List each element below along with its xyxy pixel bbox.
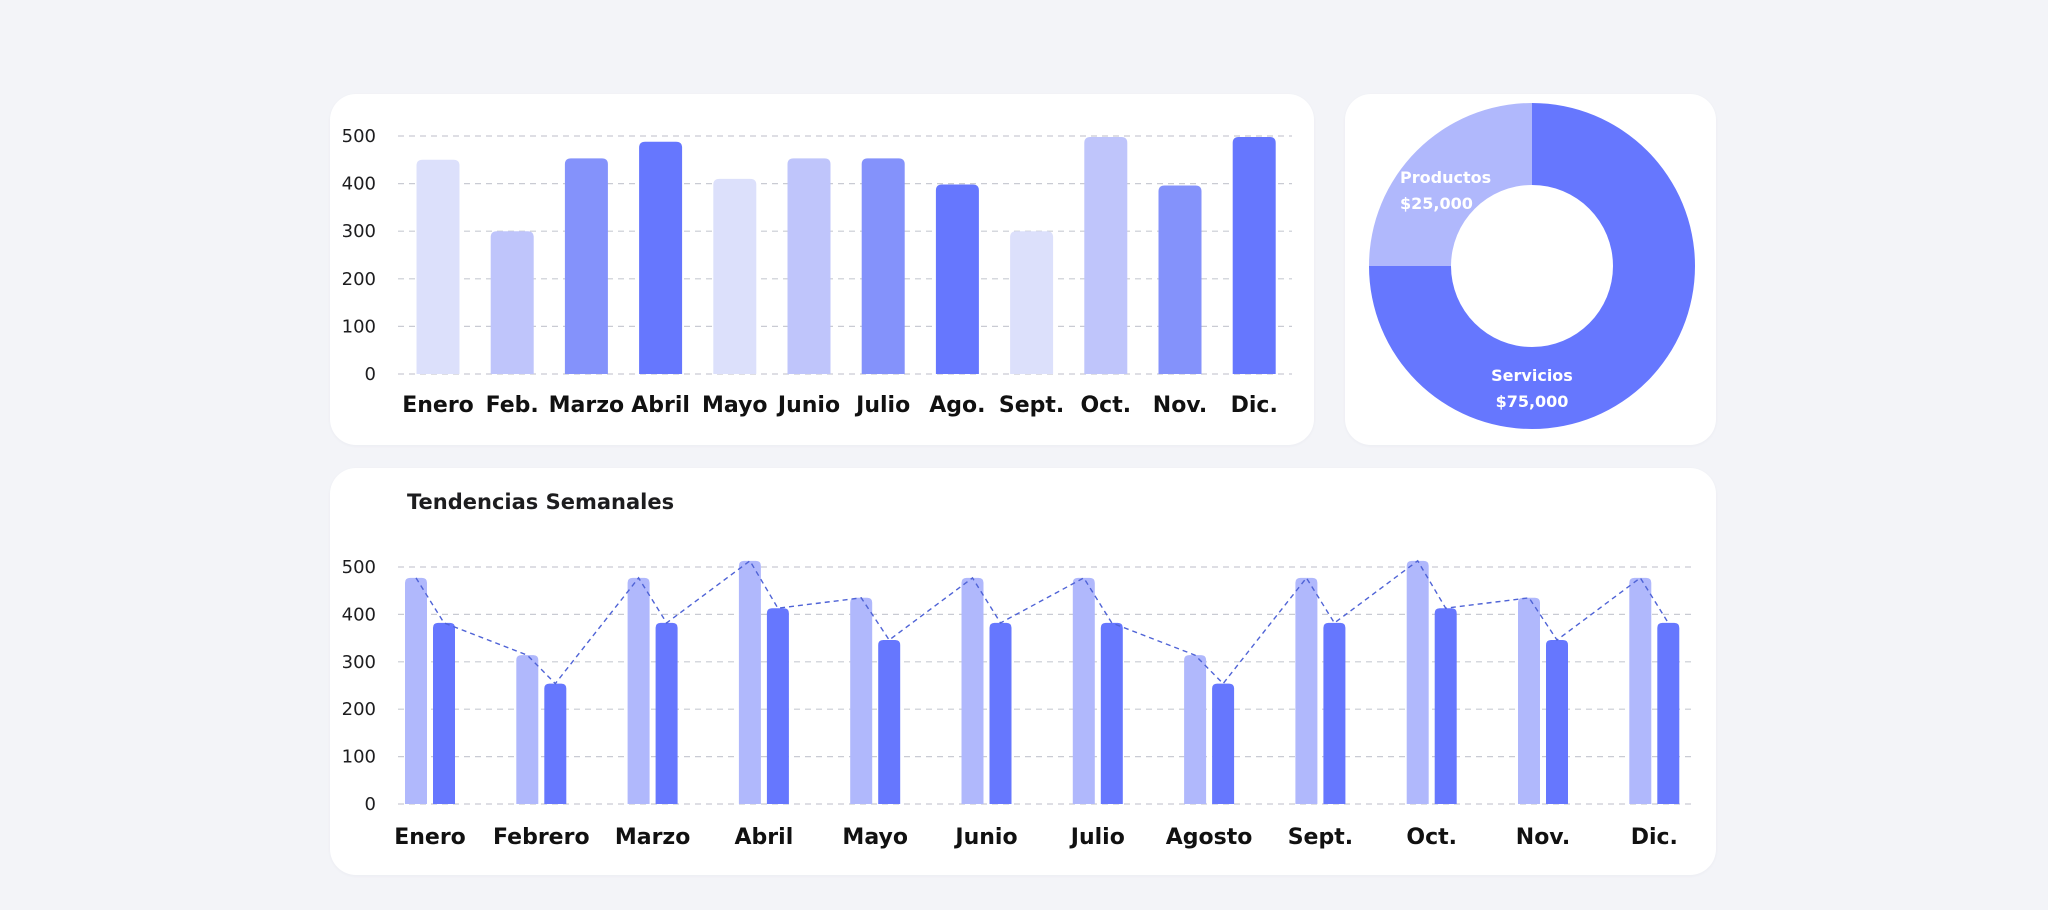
trend-line bbox=[415, 559, 1669, 685]
x-tick-label: Agosto bbox=[1166, 825, 1253, 850]
bar bbox=[1184, 655, 1207, 804]
x-tick-label: Mayo bbox=[842, 825, 908, 850]
x-tick-label: Oct. bbox=[1406, 825, 1457, 850]
bar bbox=[1232, 136, 1276, 374]
y-tick-label: 500 bbox=[342, 126, 376, 147]
y-tick-label: 0 bbox=[365, 364, 376, 385]
weekly-bar-chart: Tendencias Semanales 0 100 200 300 400 500 Ene… bbox=[342, 490, 1694, 850]
bar bbox=[1518, 597, 1540, 804]
slice-label: Servicios bbox=[1491, 366, 1573, 385]
x-tick-label: Julio bbox=[1069, 825, 1125, 850]
monthly-bar-chart: 0 100 200 300 400 500 Enero Feb. Marzo Abril Mayo J… bbox=[342, 126, 1292, 418]
x-tick-label: Dic. bbox=[1631, 825, 1678, 850]
y-tick-label: 500 bbox=[342, 557, 376, 578]
x-tick-label: Abril bbox=[631, 393, 690, 418]
bar bbox=[1084, 136, 1128, 374]
donut-chart-card: Productos $25,000 Servicios $75,000 bbox=[1345, 94, 1716, 445]
bar bbox=[1546, 639, 1568, 804]
bar bbox=[1406, 560, 1429, 804]
bar bbox=[861, 158, 905, 374]
bar bbox=[627, 577, 650, 804]
x-tick-label: Enero bbox=[402, 393, 474, 418]
bar bbox=[713, 178, 757, 374]
bar bbox=[1158, 185, 1202, 374]
x-tick-label: Sept. bbox=[999, 393, 1064, 418]
x-tick-label: Nov. bbox=[1516, 825, 1570, 850]
x-tick-label: Junio bbox=[953, 825, 1017, 850]
bar bbox=[989, 622, 1012, 804]
bar bbox=[787, 158, 831, 374]
slice-label: Productos bbox=[1400, 168, 1491, 187]
x-tick-label: Enero bbox=[394, 825, 466, 850]
y-tick-label: 0 bbox=[365, 794, 376, 815]
donut-chart: Productos $25,000 Servicios $75,000 bbox=[1369, 103, 1695, 429]
bar bbox=[1295, 577, 1318, 804]
bar bbox=[1010, 231, 1054, 374]
bar bbox=[490, 231, 534, 374]
y-tick-label: 100 bbox=[342, 316, 376, 337]
y-tick-label: 400 bbox=[342, 604, 376, 625]
bar bbox=[738, 560, 761, 804]
y-tick-label: 400 bbox=[342, 174, 376, 195]
x-tick-label: Marzo bbox=[615, 825, 691, 850]
weekly-trends-card: Tendencias Semanales 0 100 200 300 400 500 Ene… bbox=[330, 468, 1716, 875]
bar bbox=[1657, 622, 1680, 804]
x-tick-label: Abril bbox=[735, 825, 794, 850]
bar bbox=[639, 141, 683, 374]
x-tick-label: Junio bbox=[776, 393, 840, 418]
y-tick-label: 200 bbox=[342, 699, 376, 720]
x-tick-label: Dic. bbox=[1231, 393, 1278, 418]
x-tick-label: Sept. bbox=[1288, 825, 1353, 850]
monthly-chart-card: 0 100 200 300 400 500 Enero Feb. Marzo Abril Mayo J… bbox=[330, 94, 1314, 445]
bar bbox=[544, 683, 567, 804]
bar bbox=[655, 622, 678, 804]
chart-title: Tendencias Semanales bbox=[407, 490, 674, 514]
bar bbox=[564, 158, 608, 374]
bar bbox=[405, 577, 427, 804]
bar bbox=[1629, 577, 1652, 804]
x-tick-label: Oct. bbox=[1080, 393, 1131, 418]
bar bbox=[416, 159, 460, 374]
bar bbox=[1212, 683, 1235, 804]
y-tick-label: 100 bbox=[342, 747, 376, 768]
bar bbox=[878, 639, 901, 804]
x-tick-label: Febrero bbox=[493, 825, 590, 850]
bar bbox=[433, 622, 455, 804]
donut-slice bbox=[1369, 103, 1695, 429]
x-tick-label: Ago. bbox=[929, 393, 985, 418]
bar bbox=[516, 655, 539, 804]
x-tick-label: Feb. bbox=[486, 393, 539, 418]
bar bbox=[850, 597, 873, 804]
bar bbox=[961, 577, 984, 804]
slice-value: $75,000 bbox=[1496, 392, 1569, 411]
bar bbox=[1434, 608, 1457, 804]
donut-slice bbox=[1369, 103, 1532, 266]
bar bbox=[1100, 622, 1123, 804]
x-tick-label: Mayo bbox=[702, 393, 768, 418]
x-tick-label: Marzo bbox=[549, 393, 625, 418]
y-tick-label: 300 bbox=[342, 221, 376, 242]
y-tick-label: 300 bbox=[342, 652, 376, 673]
x-tick-label: Nov. bbox=[1153, 393, 1207, 418]
x-tick-label: Julio bbox=[854, 393, 910, 418]
bar bbox=[766, 608, 789, 804]
bar bbox=[935, 184, 979, 374]
bar bbox=[1072, 577, 1095, 804]
y-tick-label: 200 bbox=[342, 269, 376, 290]
bar bbox=[1323, 622, 1346, 804]
slice-value: $25,000 bbox=[1400, 194, 1473, 213]
